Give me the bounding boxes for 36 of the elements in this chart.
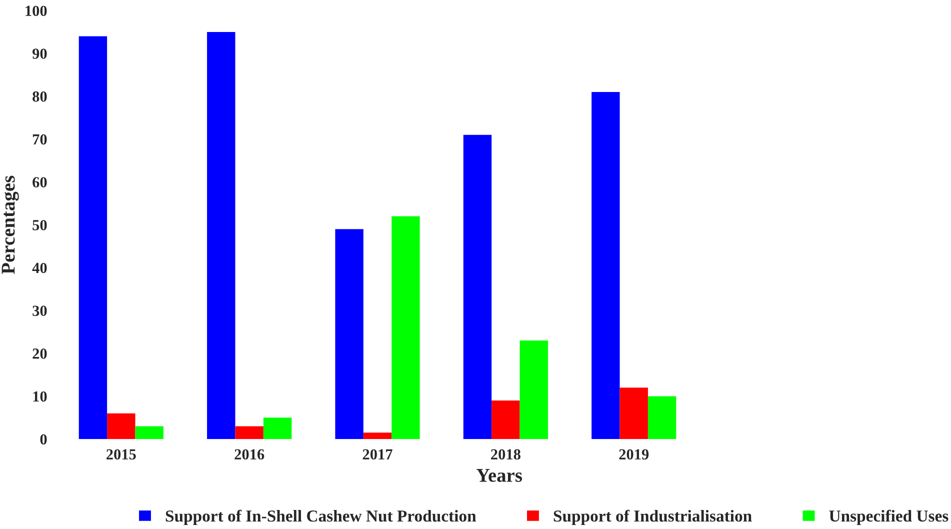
- y-tick-label: 70: [32, 134, 47, 145]
- y-tick-label: 30: [32, 306, 47, 316]
- x-tick-label: 2018: [491, 449, 520, 460]
- x-axis-title: Years: [476, 468, 522, 482]
- legend-label: Support of Industrialisation: [554, 510, 752, 526]
- bar: [235, 426, 264, 440]
- bar: [107, 413, 136, 440]
- y-tick-label: 20: [32, 348, 47, 359]
- x-tick-label: 2019: [619, 449, 649, 460]
- y-tick-label: 40: [32, 262, 47, 274]
- bar: [263, 418, 292, 440]
- bar: [392, 216, 420, 440]
- bar: [492, 400, 520, 440]
- y-tick-label: 10: [33, 391, 47, 402]
- bar: [363, 432, 392, 440]
- legend-label: Unspecified Uses: [829, 510, 948, 526]
- bar: [620, 388, 648, 440]
- bar: [335, 229, 364, 440]
- y-tick-label: 50: [32, 220, 47, 230]
- bar: [207, 32, 236, 440]
- x-tick-label: 2016: [234, 449, 264, 460]
- bar: [592, 92, 620, 440]
- y-tick-label: 80: [32, 91, 47, 102]
- y-tick-label: 90: [32, 48, 47, 59]
- y-tick-label: 100: [26, 6, 47, 16]
- y-tick-label: 0: [40, 434, 47, 445]
- bar: [648, 396, 676, 440]
- x-tick-label: 2015: [106, 449, 136, 460]
- bar: [78, 36, 108, 440]
- x-tick-label: 2017: [362, 449, 392, 460]
- bar: [463, 134, 492, 440]
- y-axis-title: Percentages: [2, 176, 19, 274]
- y-tick-label: 60: [32, 177, 47, 188]
- bar: [520, 340, 548, 440]
- legend-label: Support of In-Shell Cashew Nut Production: [166, 510, 476, 526]
- bar: [135, 426, 164, 440]
